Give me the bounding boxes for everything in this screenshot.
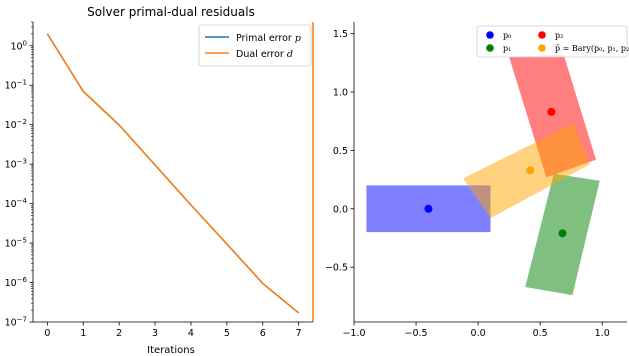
left-ticks: 0 1 2 3 4 5 6 7 100 10−1 10−2 10−3 10−4 10−5 10−6 10−7	[5, 21, 302, 339]
legend-label-primal: Primal error p	[236, 33, 301, 44]
left-x-tick-label: 5	[224, 328, 230, 339]
left-y-tick-label: 10−6	[5, 276, 28, 289]
series-line-dual	[46, 33, 300, 314]
left-chart-title: Solver primal-dual residuals	[87, 5, 255, 19]
left-x-tick-label: 4	[188, 328, 194, 339]
points-layer	[424, 107, 567, 238]
legend-label-p1: p₁	[503, 44, 511, 53]
right-x-tick-label: 0.0	[471, 328, 486, 339]
left-x-tick-label: 6	[260, 328, 266, 339]
left-y-tick-label: 100	[10, 39, 27, 52]
right-y-tick-label: 1.0	[333, 88, 348, 99]
legend-marker-p2	[538, 31, 546, 39]
left-y-tick-label: 10−5	[5, 237, 27, 250]
right-legend: p₀ p₂ p₁ p̄ = Bary(p₀, p₁, p₂)	[476, 25, 629, 58]
right-x-tick-label: 0.5	[533, 328, 548, 339]
legend-label-p2: p₂	[555, 31, 563, 40]
legend-label-dual: Dual error d	[236, 49, 293, 60]
left-y-tick-label: 10−1	[5, 79, 27, 92]
rectangles-layer	[366, 54, 600, 296]
residuals-chart: Solver primal-dual residuals 0 1 2 3 4 5 6 7 100…	[5, 5, 314, 356]
right-y-tick-label: 0.5	[333, 146, 348, 157]
left-x-tick-label: 0	[44, 328, 50, 339]
right-x-tick-label: 1.0	[595, 328, 610, 339]
legend-marker-p1	[486, 44, 494, 52]
legend-marker-p0	[486, 31, 494, 39]
left-y-tick-label: 10−7	[5, 316, 27, 329]
left-axes	[32, 22, 313, 323]
left-x-tick-label: 7	[296, 328, 302, 339]
right-y-tick-label: 0.0	[333, 204, 348, 215]
left-series-layer	[46, 22, 314, 322]
left-x-tick-label: 2	[116, 328, 122, 339]
right-y-tick-label: 1.5	[333, 29, 348, 40]
point-p2	[547, 107, 556, 116]
barycenter-chart: −1.0 −0.5 0.0 0.5 1.0 −0.5 0.0 0.5 1.0 1.5 p₀ p₂ …	[325, 22, 629, 339]
right-ticks: −1.0 −0.5 0.0 0.5 1.0 −0.5 0.0 0.5 1.0 1.5	[325, 29, 610, 339]
right-axes	[353, 22, 627, 323]
legend-label-p0: p₀	[503, 31, 511, 40]
left-x-tick-label: 1	[80, 328, 86, 339]
right-y-tick-label: −0.5	[325, 263, 348, 274]
point-p0	[424, 204, 433, 213]
left-y-tick-label: 10−2	[5, 118, 27, 131]
right-legend-frame	[476, 25, 628, 58]
left-y-tick-label: 10−4	[5, 197, 28, 210]
series-line-primal	[46, 33, 300, 314]
point-bary	[526, 166, 535, 175]
left-legend-frame	[198, 24, 312, 67]
right-x-tick-label: −0.5	[405, 328, 428, 339]
left-x-axis-label: Iterations	[147, 345, 195, 356]
left-legend: Primal error p Dual error d	[198, 24, 312, 67]
legend-marker-bary	[538, 44, 546, 52]
left-x-tick-label: 3	[152, 328, 158, 339]
point-p1	[558, 229, 567, 238]
legend-label-bary: p̄ = Bary(p₀, p₁, p₂)	[555, 44, 629, 53]
right-x-tick-label: −1.0	[342, 328, 365, 339]
left-y-tick-label: 10−3	[5, 158, 27, 171]
